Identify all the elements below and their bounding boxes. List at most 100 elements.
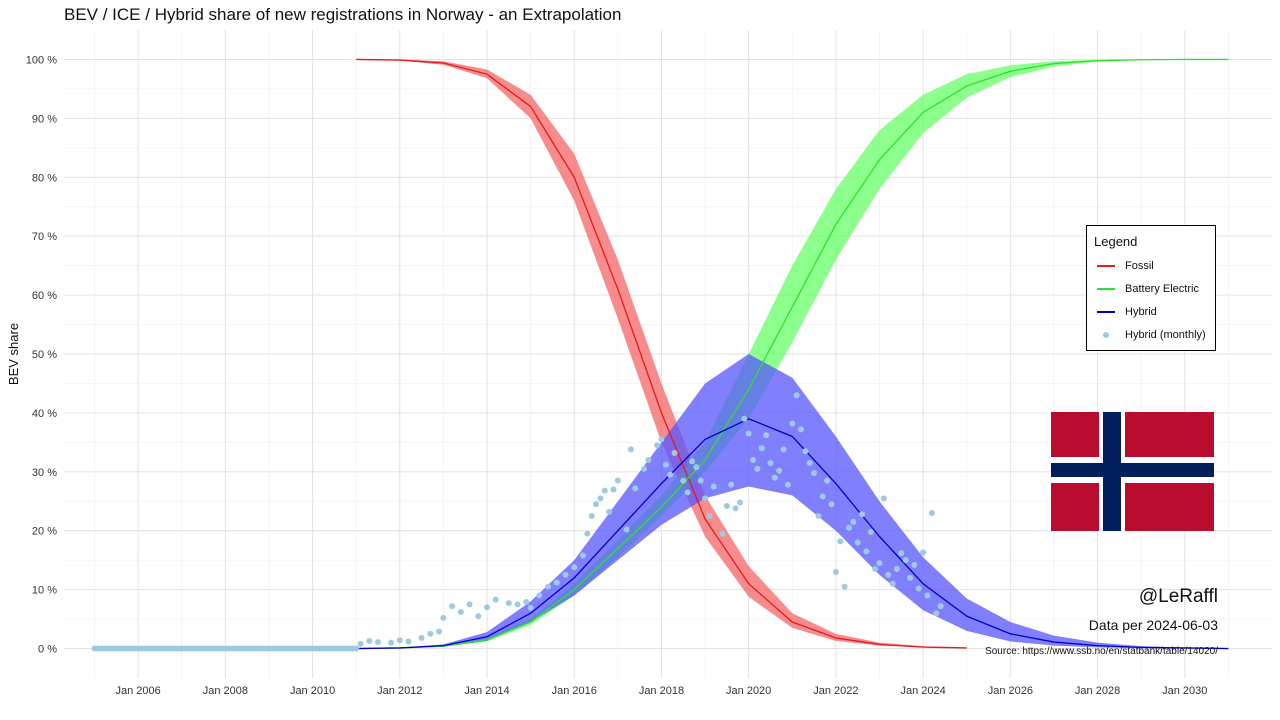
- fossil-line: [356, 58, 967, 649]
- hybrid-monthly-point: [684, 489, 691, 496]
- grid: [64, 30, 1272, 678]
- hybrid-monthly-point: [771, 474, 778, 481]
- hybrid-monthly-point: [475, 613, 482, 620]
- hybrid-monthly-point: [850, 518, 857, 525]
- author-handle: @LeRaffl: [1138, 586, 1218, 607]
- x-tick-label: Jan 2026: [988, 685, 1033, 697]
- y-tick-label: 30 %: [32, 467, 57, 479]
- flag-cross-blue-horizontal: [1051, 463, 1214, 477]
- hybrid-monthly-point: [758, 445, 765, 452]
- hybrid-monthly-point: [579, 552, 586, 559]
- hybrid-monthly-point: [793, 392, 800, 399]
- hybrid-monthly-point: [806, 459, 813, 466]
- hybrid-monthly-point: [907, 574, 914, 581]
- scatter-points: [91, 392, 944, 652]
- hybrid-monthly-point: [449, 603, 456, 610]
- series-lines: [356, 58, 1229, 650]
- y-tick-label: 20 %: [32, 526, 57, 538]
- y-tick-label: 90 %: [32, 113, 57, 125]
- hybrid-monthly-point: [627, 446, 634, 453]
- legend-item-battery-electric: Battery Electric: [1097, 281, 1199, 297]
- hybrid-monthly-point: [614, 477, 621, 484]
- hybrid-monthly-point: [784, 481, 791, 488]
- x-tick-label: Jan 2020: [726, 685, 771, 697]
- hybrid-monthly-point: [915, 585, 922, 592]
- data-date: Data per 2024-06-03: [1088, 617, 1218, 633]
- hybrid-band: [356, 354, 1229, 649]
- hybrid-monthly-point: [750, 457, 757, 464]
- hybrid-monthly-point: [736, 499, 743, 506]
- hybrid-monthly-point: [697, 477, 704, 484]
- y-tick-label: 70 %: [32, 231, 57, 243]
- hybrid-monthly-point: [867, 528, 874, 535]
- hybrid-monthly-point: [924, 592, 931, 599]
- hybrid-monthly-point: [798, 426, 805, 433]
- hybrid-line: [356, 418, 1229, 650]
- hybrid-monthly-point: [702, 495, 709, 502]
- hybrid-monthly-point: [911, 561, 918, 568]
- hybrid-monthly-point: [754, 465, 761, 472]
- hybrid-monthly-point: [374, 639, 381, 646]
- y-tick-label: 100 %: [26, 54, 57, 66]
- hybrid-monthly-point: [536, 592, 543, 599]
- hybrid-monthly-point: [824, 477, 831, 484]
- x-tick-label: Jan 2006: [116, 685, 161, 697]
- hybrid-monthly-point: [693, 464, 700, 471]
- legend-item-fossil: Fossil: [1097, 258, 1154, 274]
- hybrid-monthly-point: [710, 483, 717, 490]
- hybrid-monthly-point: [863, 548, 870, 555]
- confidence-bands: [356, 59, 1229, 649]
- hybrid-monthly-point: [789, 420, 796, 427]
- hybrid-monthly-point: [610, 486, 617, 493]
- x-tick-label: Jan 2010: [290, 685, 335, 697]
- hybrid-monthly-point: [828, 501, 835, 508]
- hybrid-monthly-point: [719, 530, 726, 537]
- legend-swatch-battery-electric: [1097, 288, 1115, 290]
- hybrid-monthly-point: [767, 459, 774, 466]
- x-tick-label: Jan 2012: [377, 685, 422, 697]
- hybrid-monthly-point: [606, 508, 613, 515]
- x-tick-label: Jan 2014: [464, 685, 509, 697]
- hybrid-monthly-point: [353, 645, 360, 652]
- battery-electric-line: [356, 58, 1229, 650]
- x-axis-ticks: Jan 2006 Jan 2008 Jan 2010 Jan 2012 Jan 2014…: [116, 685, 1208, 697]
- hybrid-monthly-point: [597, 495, 604, 502]
- x-tick-label: Jan 2022: [813, 685, 858, 697]
- hybrid-monthly-point: [880, 495, 887, 502]
- hybrid-monthly-point: [763, 432, 770, 439]
- y-tick-label: 10 %: [32, 585, 57, 597]
- hybrid-monthly-point: [776, 467, 783, 474]
- hybrid-monthly-point: [562, 571, 569, 578]
- hybrid-monthly-point: [859, 511, 866, 518]
- hybrid-monthly-point: [920, 549, 927, 556]
- hybrid-monthly-point: [623, 526, 630, 533]
- hybrid-monthly-point: [872, 566, 879, 573]
- legend-label-battery-electric: Battery Electric: [1125, 283, 1199, 295]
- hybrid-monthly-point: [933, 610, 940, 617]
- hybrid-monthly-point: [815, 513, 822, 519]
- hybrid-monthly-point: [484, 604, 491, 611]
- hybrid-monthly-point: [527, 604, 534, 611]
- x-tick-label: Jan 2016: [552, 685, 597, 697]
- hybrid-monthly-point: [811, 469, 818, 476]
- hybrid-monthly-point: [780, 446, 787, 453]
- source-note: Source: https://www.ssb.no/en/statbank/t…: [985, 646, 1218, 657]
- hybrid-monthly-point: [654, 442, 661, 449]
- y-tick-label: 50 %: [32, 349, 57, 361]
- hybrid-monthly-point: [902, 557, 909, 564]
- hybrid-monthly-point: [662, 461, 669, 468]
- legend-item-hybrid: Hybrid: [1097, 304, 1157, 320]
- hybrid-monthly-point: [680, 477, 687, 484]
- y-tick-label: 40 %: [32, 408, 57, 420]
- hybrid-monthly-point: [928, 510, 935, 517]
- hybrid-monthly-point: [889, 580, 896, 587]
- y-tick-label: 60 %: [32, 290, 57, 302]
- y-axis-label: BEV share: [6, 323, 21, 385]
- hybrid-monthly-point: [667, 471, 674, 478]
- hybrid-monthly-point: [671, 449, 678, 456]
- legend-label-hybrid: Hybrid: [1125, 306, 1157, 318]
- y-tick-label: 0 %: [38, 644, 57, 656]
- hybrid-monthly-point: [418, 634, 425, 641]
- hybrid-monthly-point: [523, 599, 530, 606]
